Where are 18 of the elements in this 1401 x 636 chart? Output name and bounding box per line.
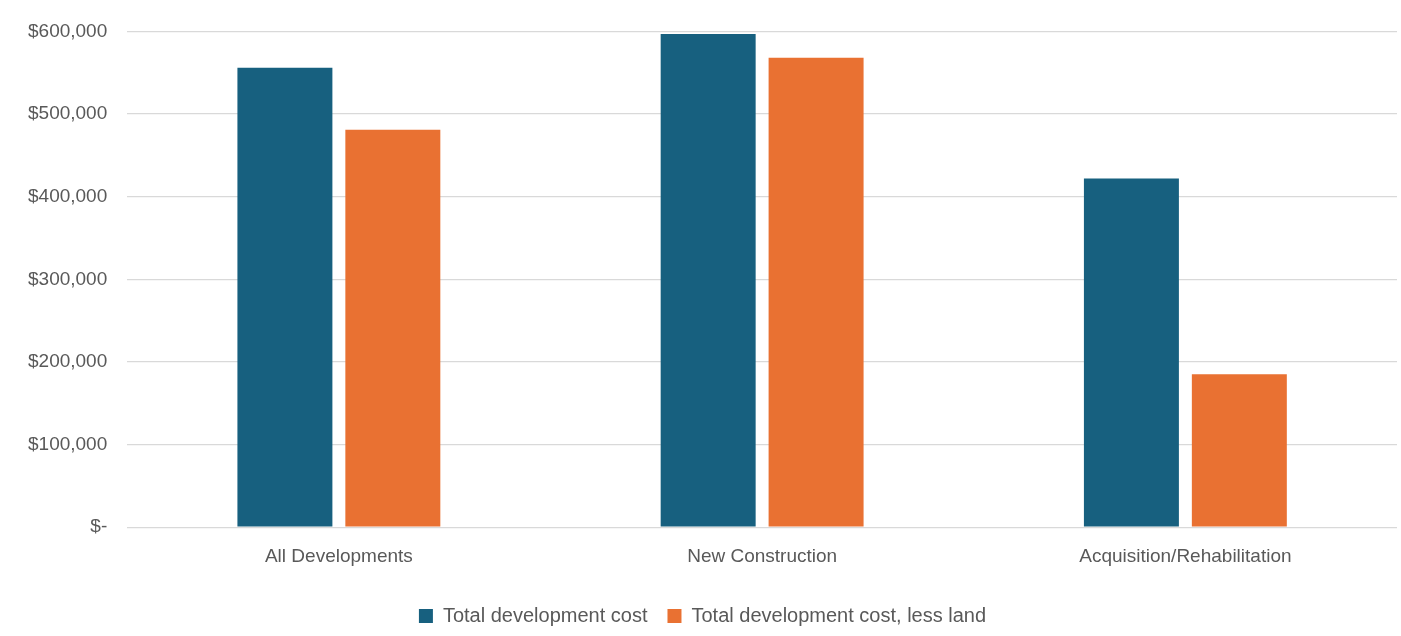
bar bbox=[768, 57, 864, 527]
x-tick-label: New Construction bbox=[687, 544, 838, 566]
y-tick-label: $- bbox=[90, 515, 108, 537]
y-tick-label: $500,000 bbox=[28, 102, 108, 124]
y-tick-label: $100,000 bbox=[28, 432, 108, 454]
y-tick-label: $600,000 bbox=[28, 19, 108, 41]
bar bbox=[1083, 178, 1179, 527]
x-tick-label: All Developments bbox=[264, 544, 413, 566]
bar bbox=[345, 129, 441, 527]
bar bbox=[237, 67, 333, 527]
x-tick-label: Acquisition/Rehabilitation bbox=[1079, 544, 1292, 566]
y-tick-label: $300,000 bbox=[28, 267, 108, 289]
y-tick-label: $400,000 bbox=[28, 184, 108, 206]
y-tick-label: $200,000 bbox=[28, 350, 108, 372]
legend-label: Total development cost bbox=[442, 603, 648, 626]
legend-label: Total development cost, less land bbox=[691, 603, 987, 626]
bar bbox=[660, 33, 756, 527]
bar bbox=[1191, 374, 1287, 527]
